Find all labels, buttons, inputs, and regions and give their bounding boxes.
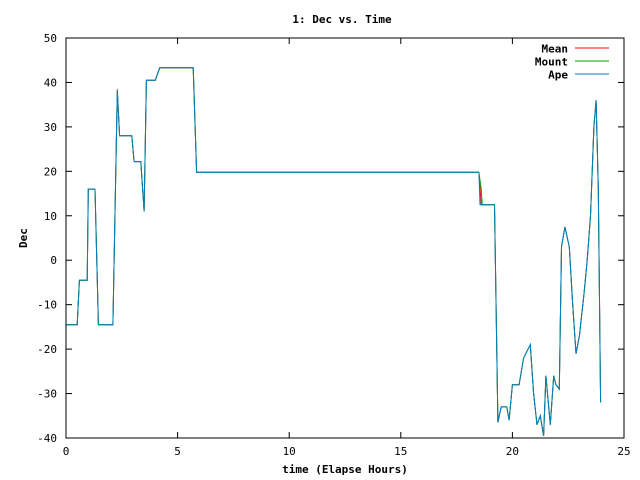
axis-ticks: 0 5 10 15 20 25 -40 -30 -20 -10 0 10 20 30 40 50 — [37, 32, 631, 458]
legend-label-ape: Ape — [548, 69, 568, 82]
series-line-ape — [66, 67, 602, 436]
y-axis-label: Dec — [17, 228, 30, 248]
x-tick-label: 20 — [506, 445, 519, 458]
plot-frame — [65, 37, 625, 439]
y-tick-label: -40 — [37, 432, 57, 445]
y-tick-label: 40 — [44, 76, 57, 89]
x-tick-label: 15 — [394, 445, 407, 458]
x-tick-label: 25 — [617, 445, 630, 458]
x-axis-label: time (Elapse Hours) — [282, 463, 408, 476]
x-tick-label: 5 — [174, 445, 181, 458]
y-tick-label: -30 — [37, 388, 57, 401]
y-tick-label: 20 — [44, 165, 57, 178]
x-tick-label: 10 — [283, 445, 296, 458]
series-line-mean — [66, 67, 602, 436]
legend-label-mount: Mount — [535, 56, 568, 69]
y-tick-label: 30 — [44, 121, 57, 134]
y-tick-label: -20 — [37, 343, 57, 356]
legend-label-mean: Mean — [542, 43, 569, 56]
series-line-mount — [66, 67, 602, 436]
y-tick-label: 50 — [44, 32, 57, 45]
chart-title: 1: Dec vs. Time — [292, 13, 392, 26]
y-tick-label: 10 — [44, 210, 57, 223]
y-tick-label: -10 — [37, 299, 57, 312]
y-tick-label: 0 — [50, 254, 57, 267]
plot-lines — [66, 67, 602, 436]
x-tick-label: 0 — [63, 445, 70, 458]
